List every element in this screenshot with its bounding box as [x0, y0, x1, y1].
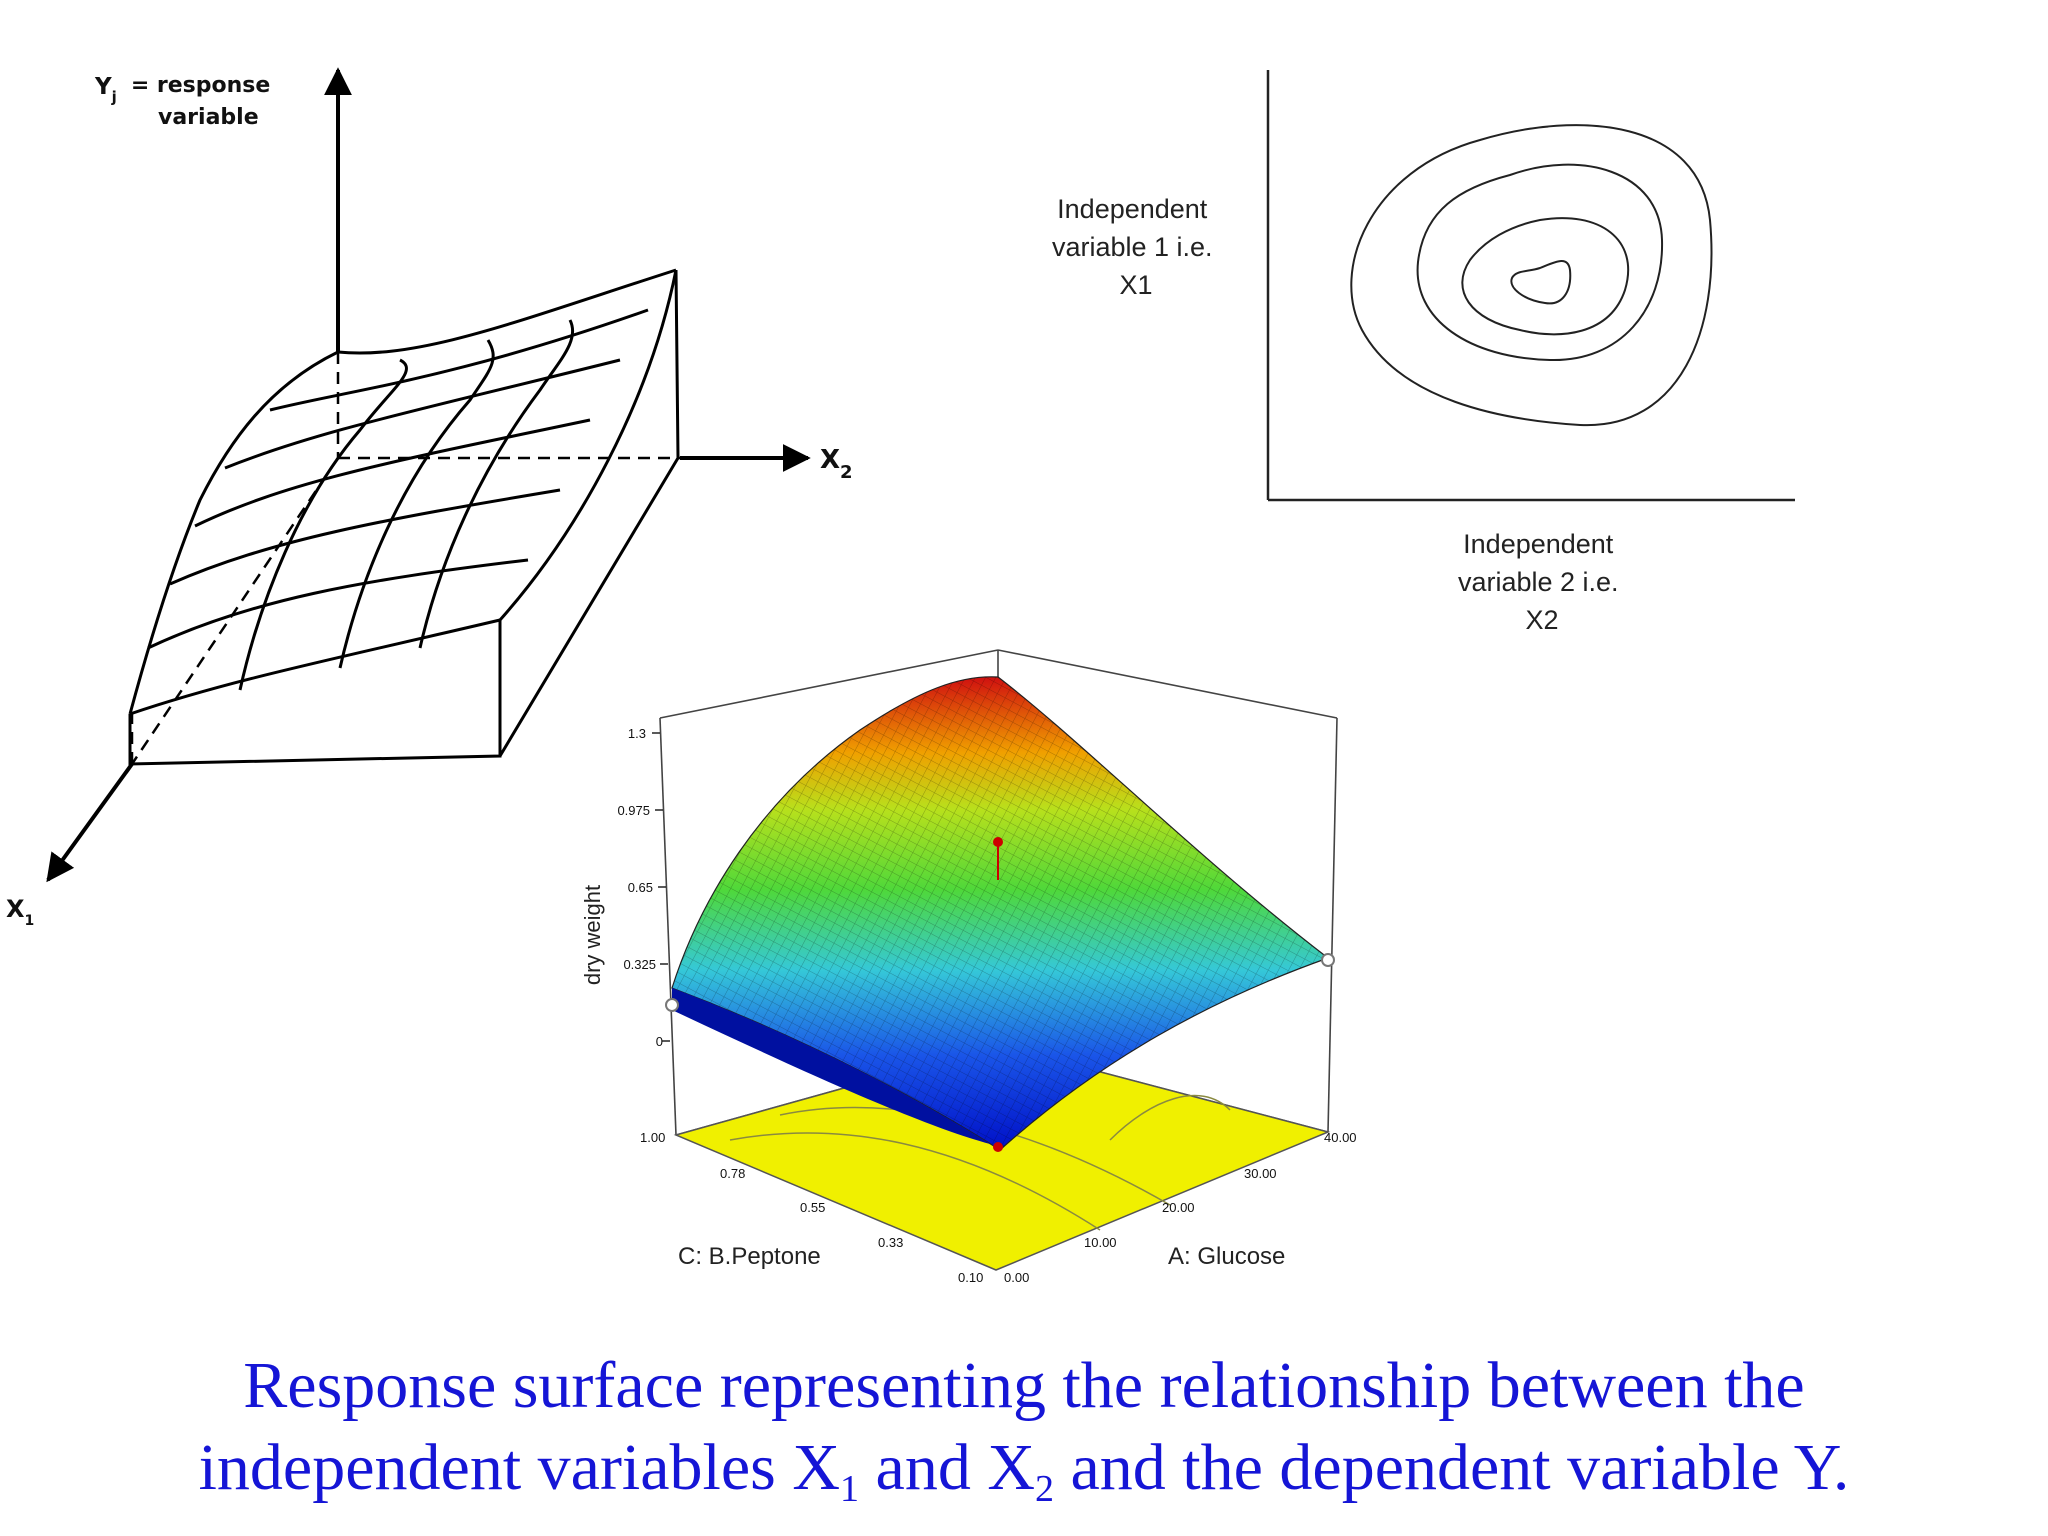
z-tick-1: 1.3 — [628, 726, 646, 741]
surface-design-points — [665, 837, 1335, 1152]
a-tick-3: 20.00 — [1162, 1200, 1195, 1215]
sketch-surface-block — [128, 268, 680, 766]
z-tick-2: 0.975 — [617, 803, 650, 818]
z-tick-4: 0.325 — [623, 957, 656, 972]
c-tick-2: 0.78 — [720, 1166, 745, 1181]
z-tick-3: 0.65 — [628, 880, 653, 895]
a-tick-4: 30.00 — [1244, 1166, 1277, 1181]
c-tick-3: 0.55 — [800, 1200, 825, 1215]
a-tick-2: 10.00 — [1084, 1235, 1117, 1250]
a-tick-5: 40.00 — [1324, 1130, 1357, 1145]
surface-z-label: dry weight — [580, 885, 605, 985]
surface-z-ticks — [652, 732, 670, 1042]
response-surface — [671, 676, 1330, 1151]
sketch-diagram: Yj = response variable X2 X1 — [6, 67, 853, 929]
contour-plot: Independent variable 1 i.e. X1 Independe… — [1052, 70, 1795, 635]
surface-plot: 1.3 0.975 0.65 0.325 0 dry weight 1.00 0… — [580, 649, 1357, 1285]
contour-lines — [1350, 124, 1713, 427]
a-tick-1: 0.00 — [1004, 1270, 1029, 1285]
contour-y-label: Independent variable 1 i.e. X1 — [1052, 194, 1220, 300]
c-tick-5: 0.10 — [958, 1270, 983, 1285]
c-tick-1: 1.00 — [640, 1130, 665, 1145]
sketch-y-label-variable: variable — [158, 105, 259, 130]
sketch-x2-label: X2 — [820, 445, 853, 483]
caption-line-1: Response surface representing the relati… — [243, 1349, 1805, 1422]
contour-x-label: Independent variable 2 i.e. X2 — [1458, 529, 1626, 635]
sketch-x1-label: X1 — [6, 895, 34, 929]
surface-c-label: C: B.Peptone — [678, 1243, 821, 1270]
sketch-hidden-axes — [130, 352, 680, 765]
surface-a-label: A: Glucose — [1168, 1243, 1285, 1270]
figure-caption: Response surface representing the relati… — [0, 1345, 2048, 1509]
sketch-y-label-head: Yj = response — [94, 73, 270, 106]
caption-line-2: independent variables X1 and X2 and the … — [198, 1431, 1850, 1510]
c-tick-4: 0.33 — [878, 1235, 903, 1250]
z-tick-5: 0 — [656, 1034, 663, 1049]
sketch-x1-axis — [46, 762, 134, 883]
